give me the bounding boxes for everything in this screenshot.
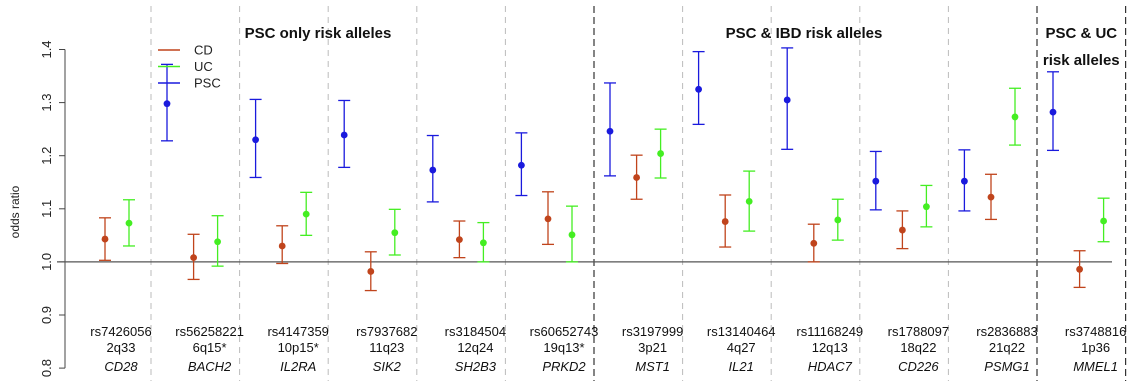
gene-label: SIK2 <box>373 359 402 374</box>
y-tick-label: 1.0 <box>39 253 54 271</box>
point-cd <box>899 226 906 234</box>
point-psc <box>783 96 791 104</box>
point-cd <box>278 242 286 250</box>
panel-dividers <box>150 6 1127 381</box>
point-cd <box>101 235 109 243</box>
snp-label: rs3184504 <box>445 324 506 339</box>
y-tick-label: 1.2 <box>39 147 54 165</box>
gene-label: HDAC7 <box>808 359 853 374</box>
region-label: 12q24 <box>457 340 493 355</box>
legend-label-psc: PSC <box>194 76 221 91</box>
point-psc <box>340 131 348 139</box>
region-label: 2q33 <box>107 340 136 355</box>
region-label: 1p36 <box>1081 340 1110 355</box>
point-cd <box>544 215 552 223</box>
point-psc <box>252 136 259 144</box>
point-cd <box>367 268 375 275</box>
snp-label: rs3197999 <box>622 324 683 339</box>
gene-label: PSMG1 <box>984 359 1030 374</box>
point-psc <box>1049 108 1057 116</box>
gene-label: IL21 <box>729 359 754 374</box>
point-cd <box>456 236 463 243</box>
point-cd <box>987 193 995 201</box>
point-uc <box>834 216 842 224</box>
y-tick-label: 1.4 <box>39 40 54 58</box>
region-label: 18q22 <box>900 340 936 355</box>
point-uc <box>657 150 664 157</box>
point-psc <box>961 177 968 185</box>
point-psc <box>872 177 880 185</box>
snp-label: rs4147359 <box>267 324 328 339</box>
point-cd <box>1076 265 1083 273</box>
point-uc <box>214 238 222 246</box>
point-uc <box>125 219 133 227</box>
group-title-psc-uc-line: PSC & UC <box>1045 25 1117 42</box>
gene-label: MMEL1 <box>1073 359 1118 374</box>
point-psc <box>695 85 702 93</box>
series-marks <box>99 47 1110 292</box>
snp-label: rs3748816 <box>1065 324 1126 339</box>
y-axis: odds ratio 0.8 0.9 1.0 1.1 1.2 1.3 1.4 <box>8 40 66 377</box>
point-psc <box>518 161 525 169</box>
point-psc <box>606 127 614 135</box>
point-psc <box>429 166 437 174</box>
snp-label: rs1788097 <box>888 324 949 339</box>
y-tick-label: 1.3 <box>39 94 54 112</box>
y-tick-label: 1.1 <box>39 200 54 218</box>
gene-label: IL2RA <box>280 359 316 374</box>
snp-label: rs11168249 <box>796 324 863 339</box>
gene-label: BACH2 <box>188 359 232 374</box>
region-label: 21q22 <box>989 340 1025 355</box>
group-title-psc-only: PSC only risk alleles <box>245 25 392 42</box>
point-uc <box>1011 113 1019 121</box>
point-uc <box>745 197 753 205</box>
group-title-psc-uc-line: risk alleles <box>1043 52 1120 69</box>
snp-label: rs2836883 <box>976 324 1037 339</box>
region-label: 10p15* <box>278 340 319 355</box>
region-label: 12q13 <box>812 340 848 355</box>
point-uc <box>923 203 930 211</box>
point-cd <box>721 218 729 225</box>
legend-label-cd: CD <box>194 43 213 58</box>
point-psc <box>163 100 171 108</box>
region-label: 4q27 <box>727 340 756 355</box>
point-cd <box>190 254 198 262</box>
group-title-psc-ibd: PSC & IBD risk alleles <box>726 25 883 42</box>
y-tick-label: 0.8 <box>39 359 54 377</box>
region-label: 11q23 <box>369 340 404 355</box>
group-titles: PSC only risk alleles PSC & IBD risk alle… <box>245 25 1120 69</box>
snp-label: rs56258221 <box>175 324 244 339</box>
snp-label: rs7937682 <box>356 324 417 339</box>
gene-label: MST1 <box>635 359 670 374</box>
gene-label: PRKD2 <box>542 359 586 374</box>
point-uc <box>480 239 487 247</box>
point-uc <box>568 231 576 239</box>
y-tick-label: 0.9 <box>39 306 54 324</box>
region-label: 19q13* <box>543 340 584 355</box>
gene-label: SH2B3 <box>455 359 497 374</box>
legend-label-uc: UC <box>194 59 213 74</box>
point-cd <box>810 239 818 247</box>
region-label: 6q15* <box>193 340 227 355</box>
point-uc <box>302 210 310 218</box>
snp-label: rs13140464 <box>707 324 776 339</box>
point-cd <box>633 174 640 181</box>
gene-label: CD226 <box>898 359 939 374</box>
region-label: 3p21 <box>638 340 667 355</box>
y-axis-label: odds ratio <box>8 185 22 238</box>
point-uc <box>391 229 399 237</box>
gene-label: CD28 <box>104 359 138 374</box>
point-uc <box>1100 217 1107 225</box>
snp-label: rs7426056 <box>90 324 151 339</box>
snp-label: rs60652743 <box>530 324 599 339</box>
